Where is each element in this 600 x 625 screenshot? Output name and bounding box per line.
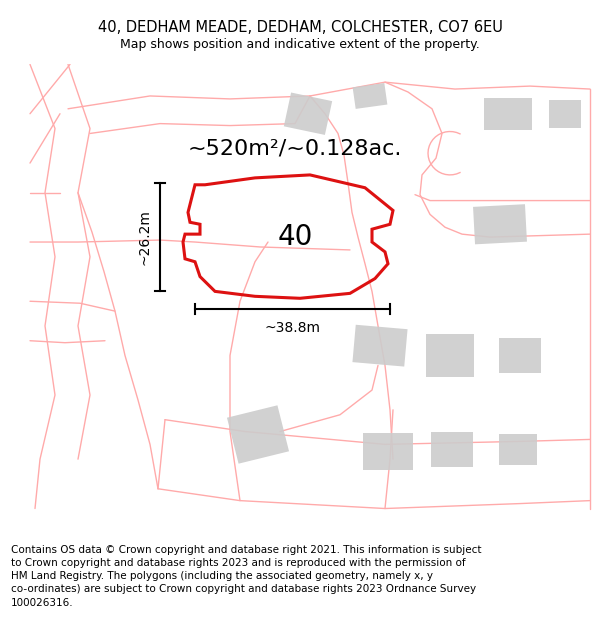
Bar <box>549 100 581 127</box>
Text: Map shows position and indicative extent of the property.: Map shows position and indicative extent… <box>120 38 480 51</box>
Text: 40: 40 <box>277 223 313 251</box>
Bar <box>499 338 541 373</box>
Text: ~38.8m: ~38.8m <box>265 321 320 335</box>
Bar <box>431 431 473 467</box>
Bar <box>499 434 537 465</box>
Bar <box>284 92 332 135</box>
Text: ~520m²/~0.128ac.: ~520m²/~0.128ac. <box>188 138 402 158</box>
Text: co-ordinates) are subject to Crown copyright and database rights 2023 Ordnance S: co-ordinates) are subject to Crown copyr… <box>11 584 476 594</box>
Bar <box>363 432 413 470</box>
Text: ~26.2m: ~26.2m <box>138 209 152 265</box>
Text: 40, DEDHAM MEADE, DEDHAM, COLCHESTER, CO7 6EU: 40, DEDHAM MEADE, DEDHAM, COLCHESTER, CO… <box>98 19 502 34</box>
Bar <box>227 405 289 464</box>
Text: to Crown copyright and database rights 2023 and is reproduced with the permissio: to Crown copyright and database rights 2… <box>11 558 466 568</box>
Bar <box>473 204 527 244</box>
Text: HM Land Registry. The polygons (including the associated geometry, namely x, y: HM Land Registry. The polygons (includin… <box>11 571 433 581</box>
Bar <box>484 98 532 129</box>
Bar <box>353 83 388 109</box>
Text: Contains OS data © Crown copyright and database right 2021. This information is : Contains OS data © Crown copyright and d… <box>11 545 481 555</box>
Bar <box>426 334 474 378</box>
Bar <box>352 325 407 367</box>
Text: 100026316.: 100026316. <box>11 598 73 608</box>
